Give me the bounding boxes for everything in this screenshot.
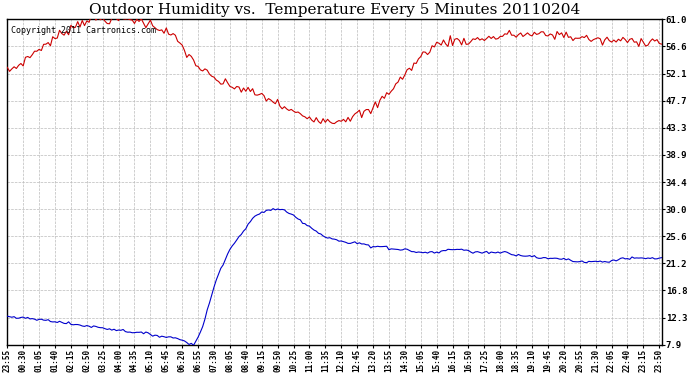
Title: Outdoor Humidity vs.  Temperature Every 5 Minutes 20110204: Outdoor Humidity vs. Temperature Every 5… bbox=[89, 3, 580, 17]
Text: Copyright 2011 Cartronics.com: Copyright 2011 Cartronics.com bbox=[10, 26, 155, 35]
